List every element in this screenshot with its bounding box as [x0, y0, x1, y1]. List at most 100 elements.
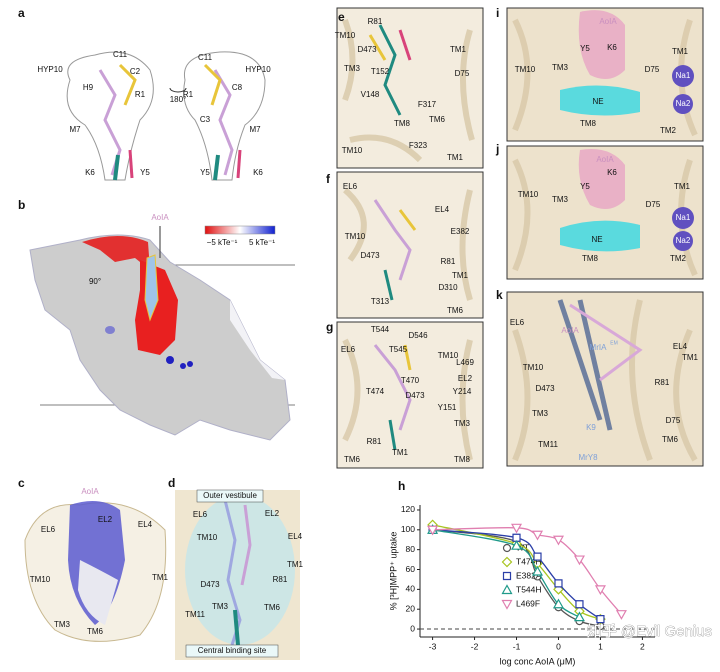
structure-label: K6	[85, 168, 95, 177]
structure-label: TM3	[552, 63, 569, 72]
structure-label: TM10	[523, 363, 544, 372]
molecule-a	[66, 51, 266, 181]
structure-label: K6	[253, 168, 263, 177]
structure-label: EL2	[98, 515, 113, 524]
structure-label: TM1	[672, 47, 689, 56]
structure-label: AoIA	[599, 17, 617, 26]
structure-label: C2	[130, 67, 141, 76]
structure-label: T545	[389, 345, 408, 354]
structure-label: Na2	[676, 99, 691, 108]
structure-label: TM1	[447, 153, 464, 162]
structure-label: TM10	[335, 31, 356, 40]
structure-label: EL4	[435, 205, 450, 214]
structure-label: TM10	[345, 232, 366, 241]
data-point	[552, 598, 565, 609]
structure-label: HYP10	[37, 65, 63, 74]
legend-marker	[501, 584, 513, 595]
structure-label: TM10	[438, 351, 459, 360]
structure-label: TM10	[342, 146, 363, 155]
structure-label: R81	[368, 17, 383, 26]
structure-label: EL4	[138, 520, 153, 529]
structure-label: V148	[361, 90, 380, 99]
structure-label: H9	[83, 83, 94, 92]
structure-label: TM1	[450, 45, 467, 54]
structure-label: TM3	[212, 602, 229, 611]
structure-label: TM1	[674, 182, 691, 191]
structure-label: Y214	[453, 387, 472, 396]
transporter-d	[175, 489, 300, 660]
panel-letter: e	[338, 10, 345, 24]
data-point	[573, 555, 585, 566]
x-tick-label: -2	[471, 641, 479, 651]
dose-response-chart: h 0 20 40 60 80 100 120 -3 -2 -1 0 1 2 % [³H]MPP⁺ upta…	[388, 479, 712, 666]
structure-label: TM8	[454, 455, 471, 464]
structure-label: 5 kTe⁻¹	[249, 238, 275, 247]
structure-label: D473	[535, 384, 555, 393]
y-tick-label: 60	[406, 564, 416, 574]
panel-letter: c	[18, 476, 25, 490]
y-tick-label: 20	[406, 603, 416, 613]
legend-label: T474H	[516, 556, 542, 566]
structure-label: D75	[645, 65, 660, 74]
structure-label: TM3	[532, 409, 549, 418]
data-point	[512, 533, 521, 542]
structure-label: C11	[113, 50, 128, 59]
structure-label: D473	[200, 580, 220, 589]
y-tick-label: 0	[410, 623, 415, 633]
structure-label: EM	[610, 340, 618, 346]
data-point	[531, 530, 544, 541]
panel-letter: f	[326, 172, 331, 186]
panel-letter: k	[496, 288, 503, 302]
structure-label: TM6	[264, 603, 281, 612]
structure-label: Outer vestibule	[203, 491, 257, 500]
structure-label: M7	[69, 125, 81, 134]
structure-label: TM11	[538, 440, 558, 449]
x-tick-label: -3	[429, 641, 437, 651]
structure-label: TM1	[152, 573, 169, 582]
data-point	[531, 565, 544, 576]
data-point	[510, 523, 523, 534]
structure-label: MrY8	[578, 453, 598, 462]
structure-label: R81	[441, 257, 456, 266]
structure-label: R81	[367, 437, 382, 446]
structure-label: T313	[371, 297, 390, 306]
structure-label: R81	[655, 378, 670, 387]
structure-label: EL6	[341, 345, 356, 354]
structure-label: −5 kTe⁻¹	[207, 238, 238, 247]
data-point	[554, 579, 563, 588]
data-point	[573, 611, 585, 622]
y-tick-label: 100	[401, 524, 415, 534]
structure-label: EL6	[193, 510, 208, 519]
structure-label: TM10	[518, 190, 539, 199]
structure-label: TM2	[670, 254, 687, 263]
structure-label: TM1	[392, 448, 409, 457]
structure-label: Y5	[580, 182, 590, 191]
structure-label: T152	[371, 67, 390, 76]
structure-label: TM1	[452, 271, 469, 280]
structure-label: TM1	[682, 353, 699, 362]
structure-label: F317	[418, 100, 437, 109]
frames	[336, 7, 704, 469]
structure-label: L469	[456, 358, 474, 367]
structure-label: EL2	[458, 374, 473, 383]
structure-label: EL2	[265, 509, 280, 518]
structure-label: D473	[360, 251, 380, 260]
structure-label: Y5	[200, 168, 210, 177]
panel-letter: h	[398, 479, 405, 493]
structure-label: TM6	[662, 435, 679, 444]
structure-label: R1	[135, 90, 146, 99]
y-tick-label: 120	[401, 504, 415, 514]
legend-marker	[502, 543, 512, 553]
structure-label: TM10	[197, 533, 218, 542]
structure-label: TM8	[580, 119, 597, 128]
data-point	[575, 600, 584, 609]
structure-label: TM1	[287, 560, 304, 569]
panel-letter: d	[168, 476, 175, 490]
structure-label: T474	[366, 387, 385, 396]
structure-label: NE	[592, 97, 603, 106]
panel-letter: a	[18, 6, 25, 20]
structure-label: Na1	[676, 71, 691, 80]
data-point	[596, 615, 605, 624]
sticks	[368, 24, 417, 451]
